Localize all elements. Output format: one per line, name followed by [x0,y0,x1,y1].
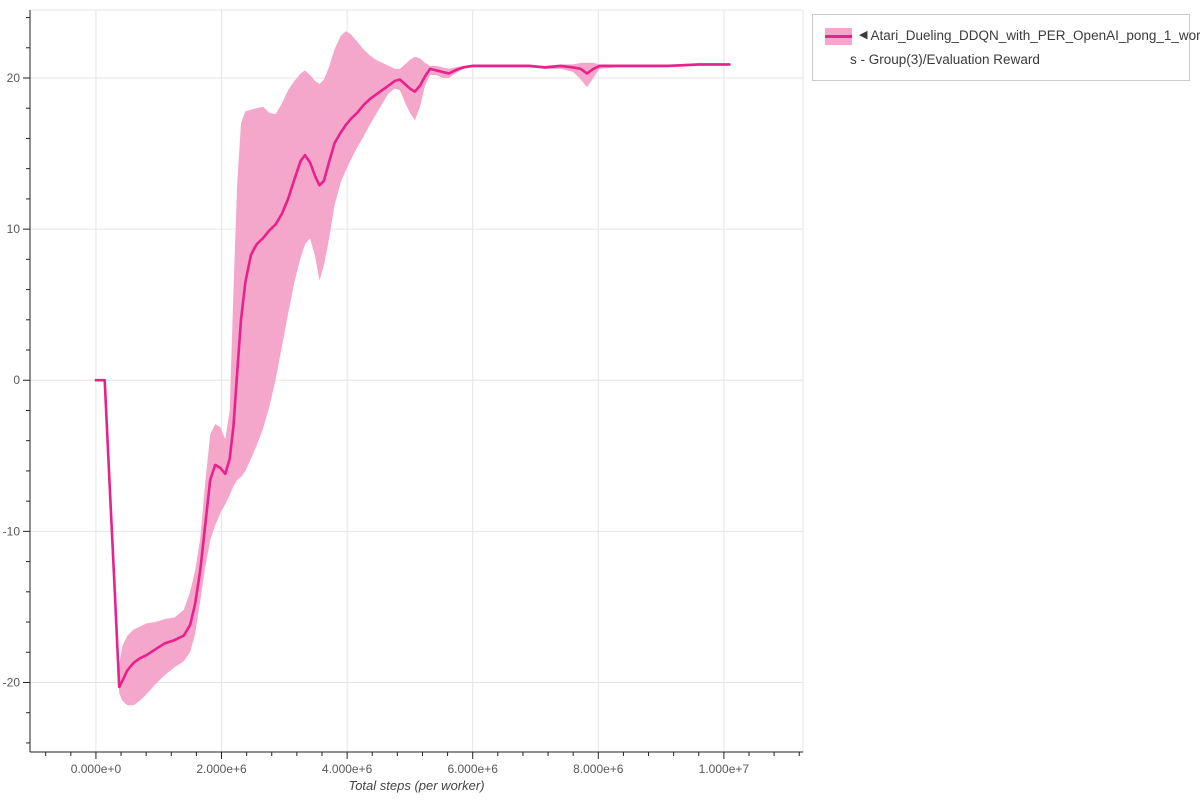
x-tick-label: 1.000e+7 [699,762,750,776]
legend-label-line2: s - Group(3)/Evaluation Reward [850,52,1040,67]
x-tick-label: 2.000e+6 [196,762,247,776]
x-tick-label: 8.000e+6 [573,762,624,776]
y-tick-label: 0 [13,373,20,387]
legend-label-line1: Atari_Dueling_DDQN_with_PER_OpenAI_pong_… [870,28,1200,43]
series-swatch-icon [825,27,852,45]
axes: 0.000e+0 2.000e+6 4.000e+6 6.000e+6 8.000e+6… [3,10,803,776]
y-tick-label: -10 [3,524,21,538]
x-axis-title: Total steps (per worker) [348,778,484,793]
series-line-icon [825,34,852,38]
y-tick-label: 10 [7,222,21,236]
legend-item-evaluation-reward[interactable]: ◀ Atari_Dueling_DDQN_with_PER_OpenAI_pon… [825,24,1200,72]
series-evaluation-reward [94,31,731,706]
mean-reward-line [94,63,731,689]
y-tick-label: -20 [3,675,21,689]
legend-marker-icon: ◀ [859,29,868,41]
x-tick-label: 4.000e+6 [322,762,373,776]
x-tick-label: 6.000e+6 [448,762,499,776]
x-tick-label: 0.000e+0 [71,762,122,776]
legend: ◀ Atari_Dueling_DDQN_with_PER_OpenAI_pon… [812,14,1200,81]
uncertainty-band [95,31,730,706]
y-tick-label: 20 [7,71,21,85]
